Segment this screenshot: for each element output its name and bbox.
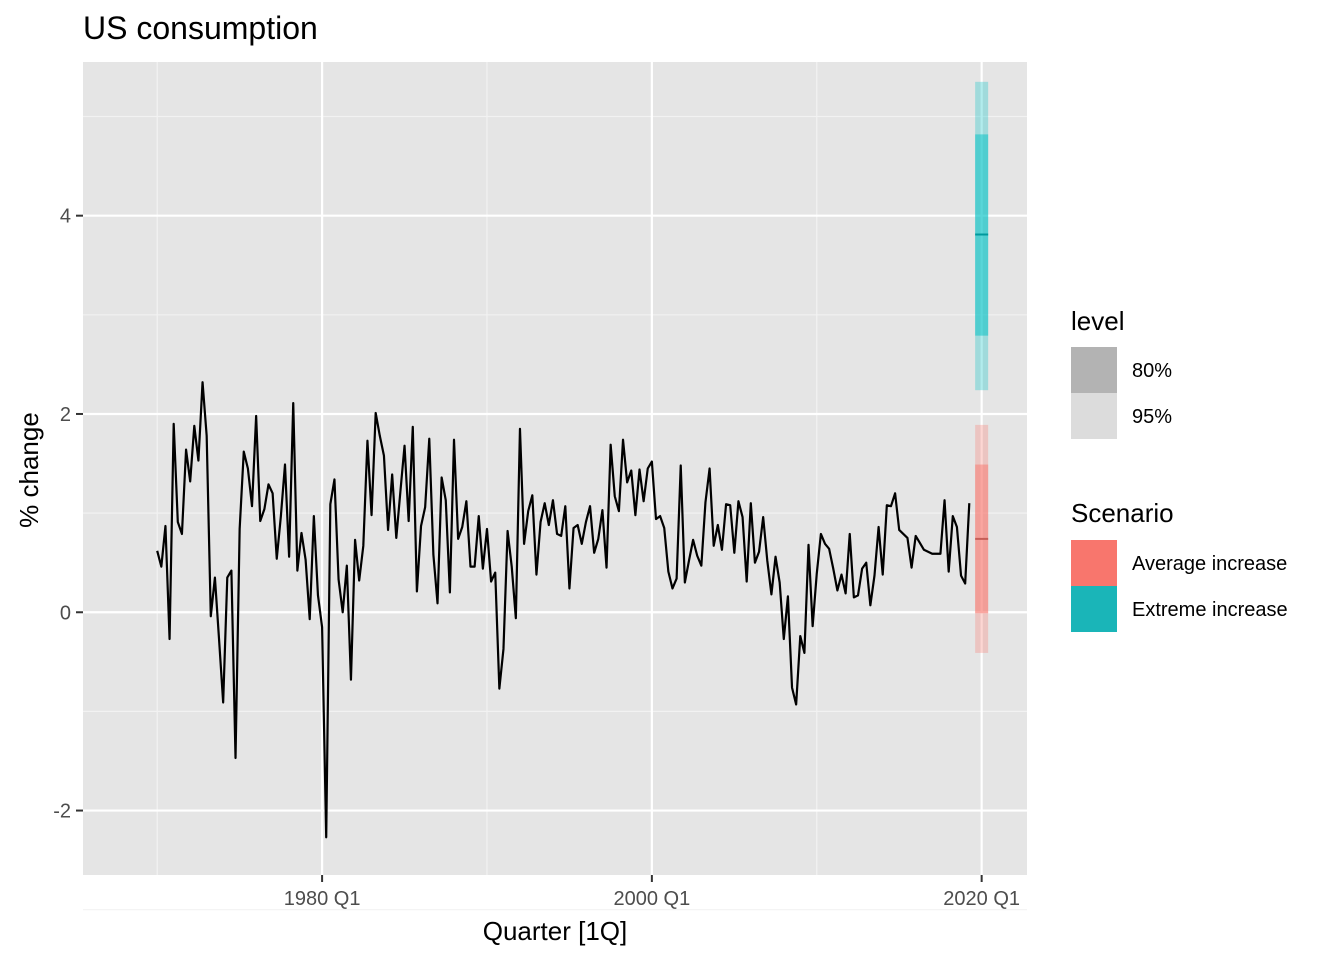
series-line bbox=[156, 381, 971, 839]
x-axis-title: Quarter [1Q] bbox=[483, 916, 628, 946]
legend-key-level bbox=[1071, 347, 1117, 393]
legend-key-scenario bbox=[1071, 586, 1117, 632]
legend-level-items: 80% 95% bbox=[1071, 347, 1172, 439]
y-tick-label: -2 bbox=[53, 801, 71, 823]
legend-key-scenario bbox=[1071, 540, 1117, 586]
legend-label-scenario: Average increase bbox=[1132, 553, 1287, 575]
legend-title-level: level bbox=[1071, 306, 1124, 336]
legend: level 80% 95% Scenario Average increase Ex… bbox=[1071, 306, 1288, 632]
tick-labels: 1980 Q1 2000 Q1 2020 Q1 -2 0 2 4 bbox=[53, 206, 1020, 910]
chart-title: US consumption bbox=[83, 10, 318, 46]
legend-key-level bbox=[1071, 393, 1117, 439]
y-axis-title: % change bbox=[14, 412, 44, 528]
x-tick-label: 2020 Q1 bbox=[943, 888, 1020, 910]
y-tick-label: 2 bbox=[60, 404, 71, 426]
legend-scenario-items: Average increase Extreme increase bbox=[1071, 540, 1288, 632]
axis-ticks bbox=[76, 214, 983, 882]
legend-label-scenario: Extreme increase bbox=[1132, 599, 1288, 621]
legend-label-level: 80% bbox=[1132, 360, 1172, 382]
forecast-intervals bbox=[975, 81, 989, 653]
x-tick-label: 1980 Q1 bbox=[284, 888, 361, 910]
y-tick-label: 0 bbox=[60, 602, 71, 624]
x-tick-label: 2000 Q1 bbox=[614, 888, 691, 910]
y-tick-label: 4 bbox=[60, 206, 71, 228]
legend-title-scenario: Scenario bbox=[1071, 498, 1174, 528]
plot-panel bbox=[83, 62, 1027, 875]
legend-label-level: 95% bbox=[1132, 406, 1172, 428]
